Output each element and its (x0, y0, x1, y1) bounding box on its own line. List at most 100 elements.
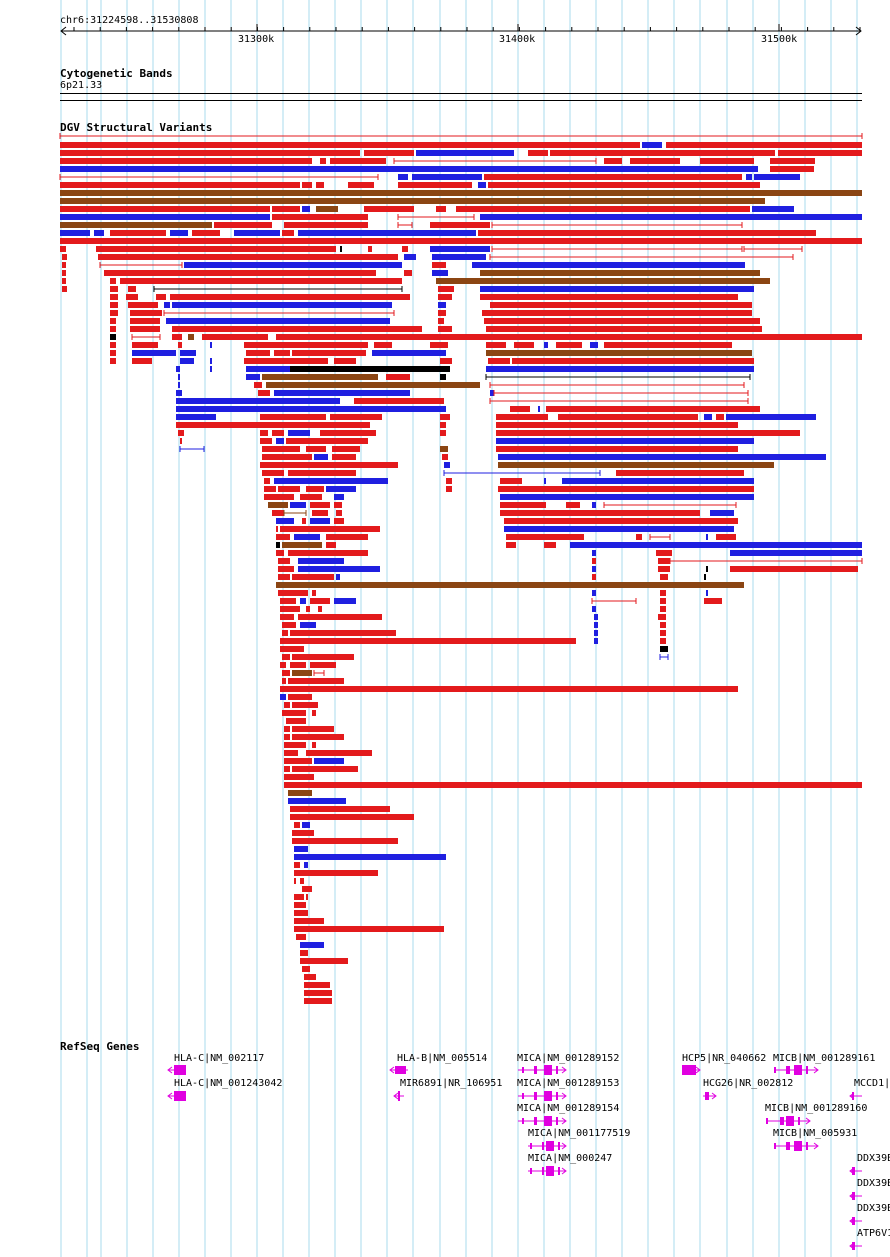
sv-feature (286, 438, 368, 444)
gene-exon (786, 1066, 790, 1074)
sv-feature (178, 430, 184, 436)
sv-feature (244, 342, 368, 348)
gene-exon (522, 1067, 524, 1073)
sv-feature (336, 574, 340, 580)
sv-feature (262, 470, 284, 476)
gene-label-ddx39b-2[interactable]: DDX39B (857, 1178, 890, 1189)
gene-label-hcg26[interactable]: HCG26|NR_002812 (703, 1078, 794, 1089)
sv-feature (302, 886, 312, 892)
sv-feature (264, 494, 294, 500)
sv-feature (284, 774, 314, 780)
minor-ticks (73, 24, 861, 31)
gene-strand-arrow (813, 1142, 819, 1150)
sv-feature (478, 182, 486, 188)
gene-label-hla-c-2[interactable]: HLA-C|NM_001243042 (174, 1078, 283, 1089)
gene-label-hla-b[interactable]: HLA-B|NM_005514 (397, 1053, 488, 1064)
cytoband-track-title[interactable]: Cytogenetic Bands (60, 67, 173, 80)
gene-label-mica-1[interactable]: MICA|NM_001289152 (517, 1053, 620, 1064)
sv-feature (330, 158, 386, 164)
gene-strand-arrow (849, 1167, 855, 1175)
sv-feature (730, 550, 862, 556)
sv-feature (594, 614, 598, 620)
gene-exon (852, 1192, 855, 1200)
sv-feature (456, 206, 750, 212)
sv-feature (752, 206, 794, 212)
sv-feature (304, 862, 308, 868)
gene-exon (798, 1117, 800, 1125)
gene-strand-arrow (695, 1066, 701, 1074)
gene-label-mica-5[interactable]: MICA|NM_000247 (528, 1153, 613, 1164)
gene-label-mica-3[interactable]: MICA|NM_001289154 (517, 1103, 620, 1114)
gene-label-micb-3[interactable]: MICB|NM_005931 (773, 1128, 858, 1139)
gene-label-hla-c-1[interactable]: HLA-C|NM_002117 (174, 1053, 265, 1064)
sv-feature (486, 366, 754, 372)
sv-feature (210, 342, 212, 348)
gene-exon (774, 1067, 776, 1073)
sv-feature (486, 326, 762, 332)
sv-feature (480, 294, 738, 300)
sv-feature (278, 566, 294, 572)
gene-label-micb-1[interactable]: MICB|NM_001289161 (773, 1053, 876, 1064)
sv-feature (438, 318, 444, 324)
gene-strand-arrow (711, 1092, 717, 1100)
sv-feature (562, 478, 754, 484)
sv-feature (110, 230, 166, 236)
sv-feature (188, 334, 194, 340)
gene-label-ddx39b-1[interactable]: DDX39B (857, 1153, 890, 1164)
gene-label-hcp5[interactable]: HCP5|NR_040662 (682, 1053, 767, 1064)
refseq-track-title[interactable]: RefSeq Genes (60, 1040, 140, 1053)
sv-feature (660, 574, 668, 580)
sv-feature (300, 598, 306, 604)
sv-feature (266, 382, 480, 388)
sv-feature (666, 142, 862, 148)
gene-label-mccd1[interactable]: MCCD1| (854, 1078, 890, 1089)
gene-exon (542, 1167, 544, 1175)
sv-feature (262, 374, 378, 380)
sv-feature (404, 254, 416, 260)
sv-feature (300, 622, 316, 628)
sv-feature (260, 430, 268, 436)
sv-feature (120, 278, 402, 284)
gene-exon (395, 1066, 406, 1074)
sv-feature (292, 830, 314, 836)
gene-label-micb-2[interactable]: MICB|NM_001289160 (765, 1103, 868, 1114)
sv-feature (334, 502, 342, 508)
sv-feature (320, 430, 376, 436)
sv-feature (706, 534, 708, 540)
sv-feature (110, 350, 116, 356)
sv-feature (710, 510, 734, 516)
sv-feature (292, 726, 334, 732)
gene-label-mica-2[interactable]: MICA|NM_001289153 (517, 1078, 620, 1089)
sv-feature (592, 550, 596, 556)
sv-feature (210, 358, 212, 364)
sv-feature (192, 230, 220, 236)
gene-exon (558, 1167, 560, 1175)
sv-feature (604, 158, 622, 164)
dgv-track-title[interactable]: DGV Structural Variants (60, 121, 213, 134)
sv-feature (280, 662, 286, 668)
sv-feature (272, 214, 368, 220)
sv-feature (60, 230, 90, 236)
gene-label-mica-4[interactable]: MICA|NM_001177519 (528, 1128, 631, 1139)
sv-feature (284, 222, 368, 228)
sv-feature (62, 270, 66, 276)
sv-feature (298, 558, 344, 564)
gene-label-mir6891[interactable]: MIR6891|NR_106951 (400, 1078, 503, 1089)
sv-feature (658, 566, 670, 572)
sv-feature (334, 358, 356, 364)
sv-feature (282, 630, 288, 636)
gene-exon (806, 1142, 808, 1150)
sv-feature (110, 294, 118, 300)
gene-label-ddx39b-3[interactable]: DDX39B (857, 1203, 890, 1214)
sv-feature (214, 222, 272, 228)
sv-feature (284, 766, 290, 772)
sv-feature (244, 358, 328, 364)
sv-feature (280, 614, 294, 620)
sv-feature (306, 606, 310, 612)
sv-feature (274, 350, 290, 356)
sv-feature (332, 454, 356, 460)
gene-label-atp6v1[interactable]: ATP6V1 (857, 1228, 890, 1239)
gene-exon (558, 1142, 560, 1150)
